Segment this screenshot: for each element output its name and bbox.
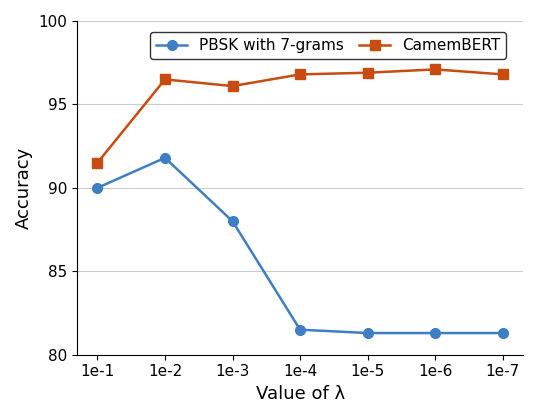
CamemBERT	[432, 67, 438, 72]
CamemBERT	[162, 77, 168, 82]
PBSK with 7-grams	[364, 331, 371, 336]
CamemBERT	[499, 72, 506, 77]
CamemBERT	[364, 70, 371, 75]
CamemBERT	[297, 72, 303, 77]
PBSK with 7-grams	[432, 331, 438, 336]
Legend: PBSK with 7-grams, CamemBERT: PBSK with 7-grams, CamemBERT	[150, 32, 506, 59]
PBSK with 7-grams	[162, 155, 168, 161]
PBSK with 7-grams	[499, 331, 506, 336]
PBSK with 7-grams	[94, 185, 101, 190]
PBSK with 7-grams	[229, 219, 236, 224]
Line: PBSK with 7-grams: PBSK with 7-grams	[93, 153, 507, 338]
Y-axis label: Accuracy: Accuracy	[15, 147, 33, 229]
CamemBERT	[229, 84, 236, 89]
PBSK with 7-grams	[297, 327, 303, 332]
X-axis label: Value of λ: Value of λ	[256, 385, 345, 403]
Line: CamemBERT: CamemBERT	[93, 64, 507, 168]
CamemBERT	[94, 161, 101, 166]
